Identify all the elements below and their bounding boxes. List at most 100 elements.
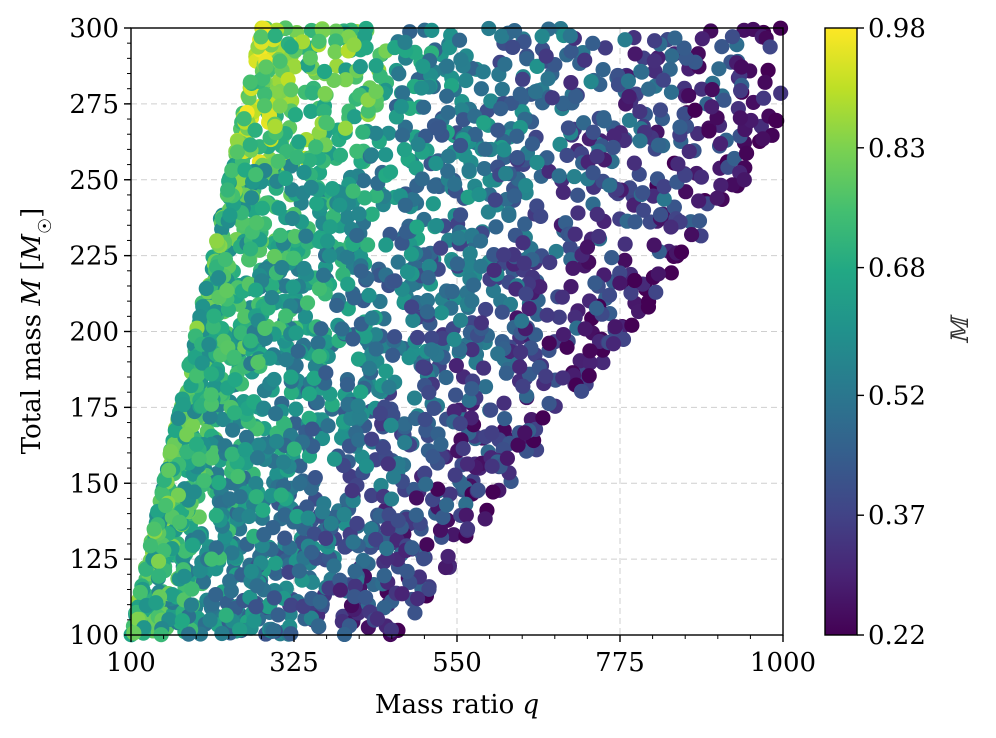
scatter-point [455,112,471,128]
scatter-point [477,379,494,395]
scatter-point [255,502,271,518]
scatter-point [433,436,449,452]
scatter-point [191,451,207,467]
scatter-point [646,33,663,49]
scatter-point [375,440,391,456]
scatter-point [351,206,367,222]
scatter-point [339,249,355,265]
scatter-point [394,85,411,101]
scatter-point [277,530,293,546]
scatter-point [471,186,487,203]
scatter-point [201,336,217,353]
scatter-point [693,169,710,185]
scatter-point [505,39,521,55]
scatter-point [440,163,456,179]
scatter-point [663,219,679,235]
scatter-point [470,482,486,498]
scatter-point [345,183,361,199]
scatter-point [296,164,312,180]
scatter-point [303,103,319,120]
scatter-point [424,22,440,38]
scatter-point [394,235,410,251]
scatter-point [298,228,314,244]
scatter-point [299,499,315,515]
scatter-point [321,248,338,264]
scatter-point [514,313,530,329]
scatter-point [527,83,544,100]
scatter-point [255,71,271,87]
scatter-point [714,39,730,55]
scatter-point [311,348,327,364]
scatter-point [248,475,264,492]
scatter-point [380,520,396,537]
scatter-point [585,124,601,140]
scatter-point [312,594,328,610]
scatter-point [488,219,504,235]
scatter-point [355,552,371,569]
y-tick-label: 175 [69,393,119,423]
scatter-point [158,497,174,514]
scatter-point [353,384,369,400]
scatter-point [413,80,430,96]
scatter-point [385,347,401,363]
scatter-point [415,58,431,74]
scatter-point [268,433,285,450]
scatter-point [403,299,420,315]
scatter-point [318,114,334,131]
scatter-point [180,626,197,642]
scatter-point [635,185,651,201]
scatter-point [663,84,680,100]
scatter-point [542,254,558,271]
scatter-point [376,568,392,584]
scatter-point [230,468,246,485]
scatter-point [409,329,426,346]
scatter-point [350,398,366,414]
scatter-point [243,563,259,580]
scatter-point [589,148,605,165]
scatter-point [254,200,271,216]
scatter-point [377,147,394,163]
scatter-point [267,118,283,135]
scatter-point [617,252,633,268]
scatter-point [575,115,592,131]
scatter-point [672,119,688,135]
scatter-point [539,307,555,323]
scatter-point [694,31,710,47]
scatter-point [596,110,612,126]
scatter-point [186,484,202,500]
scatter-point [681,143,697,160]
scatter-point [462,245,478,262]
scatter-point [385,469,402,485]
scatter-point [428,155,444,172]
scatter-point [225,422,241,438]
scatter-point [690,125,706,142]
scatter-point [239,429,255,445]
scatter-point [232,622,248,638]
scatter-point [183,597,199,613]
scatter-point [486,262,502,278]
scatter-point [512,344,529,360]
scatter-point [515,71,531,87]
scatter-point [246,612,262,629]
scatter-point [640,81,657,97]
scatter-point [415,359,431,375]
scatter-point [313,321,329,337]
scatter-point [646,237,662,253]
scatter-point [515,378,531,394]
scatter-point [368,531,384,548]
scatter-point [357,328,373,345]
colorbar-tick-label: 0.52 [868,381,926,411]
scatter-point [237,441,253,458]
scatter-point [559,147,575,164]
scatter-point [429,120,445,137]
scatter-point [326,451,343,467]
scatter-point [321,580,337,596]
scatter-point [418,476,434,492]
scatter-point [607,319,623,335]
scatter-point [755,90,772,106]
scatter-point [369,611,386,627]
scatter-point [415,99,432,115]
scatter-point [567,226,583,242]
scatter-point [224,446,240,462]
scatter-point [337,120,354,136]
